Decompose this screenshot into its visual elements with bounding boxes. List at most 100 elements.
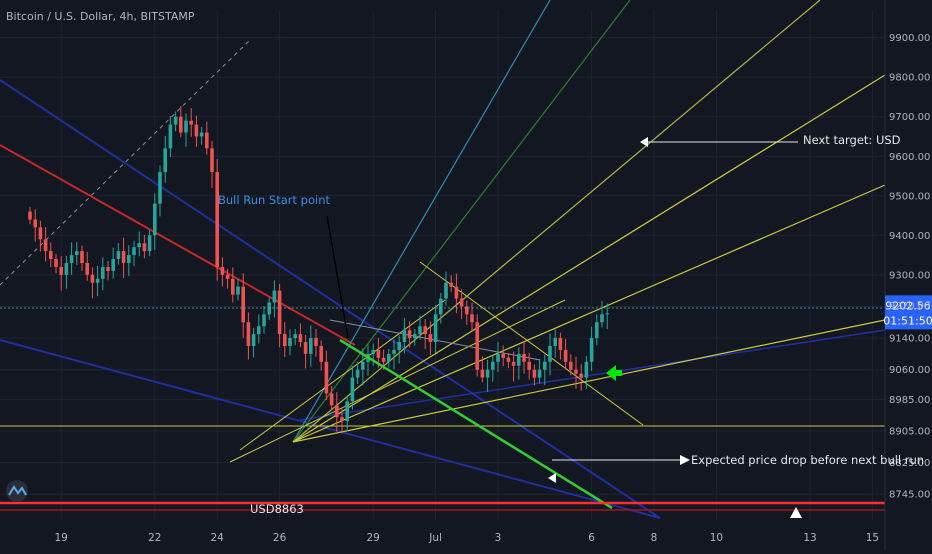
candle-body bbox=[236, 286, 240, 295]
arrow-left-icon[interactable] bbox=[640, 137, 648, 147]
fan-line-2[interactable] bbox=[292, 0, 821, 443]
yellow-channel-2[interactable] bbox=[239, 299, 446, 451]
price-scale[interactable]: 8745.00 8825.00 8905.00 8985.00 9060.00 9140.… bbox=[889, 33, 930, 501]
candle-body bbox=[257, 326, 261, 335]
y-tick-label: 9500.00 bbox=[889, 191, 930, 202]
candle-body bbox=[199, 132, 204, 137]
candle-body bbox=[168, 124, 173, 149]
candle-body bbox=[501, 353, 505, 358]
candle-body bbox=[491, 361, 495, 370]
candle-body bbox=[402, 330, 407, 343]
candle-body bbox=[262, 314, 266, 327]
candle-body bbox=[293, 334, 297, 339]
candle-body bbox=[522, 353, 526, 362]
fan-line-4[interactable] bbox=[292, 184, 886, 443]
x-tick-label: 22 bbox=[148, 532, 161, 544]
y-tick-label: 8985.00 bbox=[889, 395, 930, 406]
candle-body bbox=[153, 203, 157, 236]
candle-body bbox=[579, 373, 583, 378]
black-pointer-line[interactable] bbox=[326, 215, 349, 339]
candle-body bbox=[361, 361, 365, 370]
tradingview-logo[interactable] bbox=[6, 480, 28, 502]
candle-body bbox=[345, 401, 349, 422]
y-tick-label: 9060.00 bbox=[889, 365, 930, 376]
candle-body bbox=[543, 361, 547, 370]
candle-body bbox=[371, 349, 375, 354]
fan-line-1[interactable] bbox=[292, 0, 631, 443]
candle-body bbox=[298, 334, 303, 343]
candle-body bbox=[444, 282, 448, 299]
candle-body bbox=[173, 116, 178, 125]
dashed-trend[interactable] bbox=[0, 39, 251, 286]
blue-channel-mid[interactable] bbox=[299, 329, 886, 421]
arrow-right-icon[interactable] bbox=[680, 455, 690, 465]
candle-body bbox=[532, 369, 537, 378]
candle-body bbox=[517, 353, 521, 366]
candle-body bbox=[106, 266, 110, 271]
price-scale-bg[interactable] bbox=[885, 0, 932, 550]
bull-run-label[interactable]: Bull Run Start point bbox=[218, 193, 330, 207]
x-tick-label: 29 bbox=[367, 532, 380, 544]
candle-body bbox=[605, 313, 609, 315]
symbol-title[interactable]: Bitcoin / U.S. Dollar, 4h, BITSTAMP bbox=[6, 10, 195, 23]
candle-body bbox=[537, 369, 542, 378]
arrow-up-icon[interactable] bbox=[790, 507, 802, 518]
candle-body bbox=[142, 243, 147, 252]
candle-body bbox=[33, 219, 37, 228]
blue-channel-lower[interactable] bbox=[0, 339, 661, 519]
candle-body bbox=[283, 334, 287, 346]
arrow-green-icon[interactable] bbox=[606, 365, 622, 381]
candle-body bbox=[267, 302, 271, 315]
fan-line-3[interactable] bbox=[292, 74, 886, 443]
candle-body bbox=[449, 282, 453, 287]
x-tick-label: Jul bbox=[428, 532, 442, 544]
candle-body bbox=[75, 251, 79, 256]
fan-line-5[interactable] bbox=[292, 319, 886, 443]
y-tick-label: 8905.00 bbox=[889, 426, 930, 437]
candle-body bbox=[506, 357, 511, 362]
candle-body bbox=[43, 239, 48, 252]
candle-body bbox=[454, 286, 459, 299]
y-tick-label: 8825.00 bbox=[889, 458, 930, 469]
candle-body bbox=[563, 349, 568, 362]
candle-body bbox=[387, 353, 391, 362]
annotation-layer[interactable] bbox=[0, 137, 885, 518]
candle-body bbox=[329, 393, 334, 406]
x-tick-label: 24 bbox=[211, 532, 225, 544]
candle-body bbox=[288, 338, 292, 346]
candle-body bbox=[225, 274, 230, 279]
candle-body bbox=[54, 259, 58, 267]
candle-body bbox=[215, 172, 219, 267]
candle-body bbox=[480, 369, 485, 378]
usd-level-label[interactable]: USD8863 bbox=[250, 502, 304, 516]
candle-body bbox=[147, 235, 152, 252]
candlestick-series bbox=[28, 106, 609, 434]
green-projection-line[interactable] bbox=[339, 338, 613, 510]
expected-drop-label[interactable]: Expected price drop before next bull run bbox=[691, 453, 924, 467]
candle-body bbox=[335, 405, 339, 418]
x-tick-label: 10 bbox=[710, 532, 723, 544]
candle-body bbox=[418, 326, 422, 335]
drawing-layer[interactable] bbox=[0, 0, 886, 519]
fan-line-0[interactable] bbox=[292, 0, 551, 443]
candle-body bbox=[595, 322, 599, 339]
candle-body bbox=[340, 417, 344, 422]
candle-body bbox=[251, 334, 256, 346]
candle-body bbox=[558, 338, 563, 350]
blue-channel-upper[interactable] bbox=[0, 79, 661, 519]
candle-body bbox=[28, 211, 32, 220]
candle-body bbox=[314, 338, 318, 346]
candle-body bbox=[277, 290, 282, 335]
candle-body bbox=[59, 266, 63, 275]
x-tick-label: 13 bbox=[803, 532, 816, 544]
red-trend-line[interactable] bbox=[0, 144, 356, 346]
candle-body bbox=[465, 306, 469, 315]
candle-body bbox=[116, 251, 121, 260]
arrow-small-left-icon[interactable] bbox=[548, 473, 556, 483]
time-scale[interactable]: 19 22 24 26 29 Jul 3 6 8 10 13 15 bbox=[55, 532, 880, 544]
next-target-label[interactable]: Next target: USD bbox=[803, 133, 901, 147]
candle-body bbox=[246, 322, 251, 346]
candle-body bbox=[574, 369, 578, 374]
